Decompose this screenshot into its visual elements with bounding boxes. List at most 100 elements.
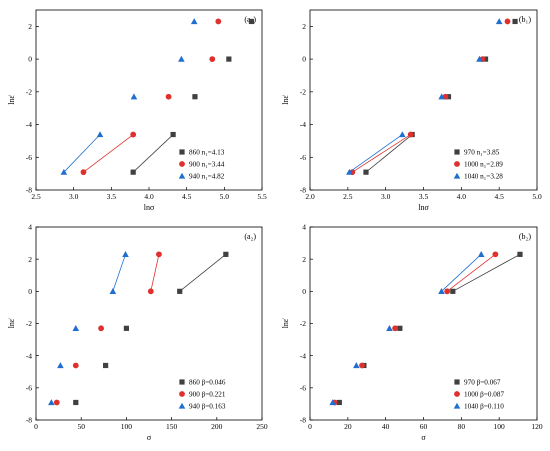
y-tick-label: -8 xyxy=(26,416,32,425)
y-axis-title: lnε̇ xyxy=(7,94,16,105)
legend-entry: 900 n₁=3.44 xyxy=(189,161,225,169)
x-tick-label: 2.5 xyxy=(343,192,353,201)
x-tick-label: 200 xyxy=(211,422,223,431)
data-point xyxy=(512,18,518,25)
x-tick-label: 0 xyxy=(34,422,38,431)
x-axis-title: σ xyxy=(147,433,152,442)
data-point xyxy=(445,94,452,100)
y-tick-label: 2 xyxy=(302,255,306,264)
data-point xyxy=(109,288,117,294)
x-tick-label: 4.5 xyxy=(494,192,504,201)
y-axis-title: lnε̇ xyxy=(281,318,290,329)
x-tick-label: 2.0 xyxy=(305,192,315,201)
data-point xyxy=(177,288,183,294)
y-tick-label: -4 xyxy=(26,120,32,129)
data-point xyxy=(123,325,129,331)
data-point xyxy=(346,168,353,175)
y-tick-label: -2 xyxy=(300,87,306,96)
x-tick-label: 80 xyxy=(458,422,466,431)
data-point xyxy=(130,93,138,100)
data-point xyxy=(336,399,342,406)
x-tick-label: 120 xyxy=(531,422,543,431)
y-tick-label: -2 xyxy=(26,319,32,328)
data-point xyxy=(495,18,503,25)
data-point xyxy=(329,399,336,406)
x-axis-title: lnσ xyxy=(418,203,429,212)
panel-a1: 2.53.03.54.04.55.05.5-8-6-4-202lnσlnε̇(a… xyxy=(7,9,267,212)
x-tick-label: 100 xyxy=(494,422,506,431)
data-point xyxy=(165,93,172,100)
panel-a2: 0 50 100 150 200 250 -8 -6 -4 -2 0 2 4 σ lnε̇ (a₂) 860 β… xyxy=(7,223,268,442)
legend-entry: 1040 n₁=3.28 xyxy=(464,173,503,181)
legend-marker xyxy=(453,402,461,409)
legend: 970 n₁=3.85 1000 n₁=2.89 1040 n₁=3.28 xyxy=(453,149,503,181)
legend-marker xyxy=(454,391,460,397)
legend-entry: 940 β=0.163 xyxy=(189,403,226,411)
fit-line xyxy=(83,134,134,173)
x-tick-label: 40 xyxy=(382,422,390,431)
y-tick-label: -2 xyxy=(300,319,306,328)
y-axis-title: lnε̇ xyxy=(7,318,16,329)
y-tick-label: 4 xyxy=(28,223,32,232)
fit-line xyxy=(179,254,227,292)
data-point xyxy=(399,131,406,138)
legend-marker xyxy=(179,149,185,155)
data-point xyxy=(130,131,137,138)
data-point xyxy=(178,55,185,62)
x-tick-label: 3.5 xyxy=(419,192,429,201)
data-point xyxy=(492,251,499,258)
legend-entry: 970 β=0.067 xyxy=(464,379,501,387)
panel-label: (b₁) xyxy=(519,15,531,24)
series-1 xyxy=(331,251,499,406)
legend-marker xyxy=(454,149,460,155)
x-axis-title: lnσ xyxy=(144,203,155,212)
data-point xyxy=(407,131,414,138)
legend-marker xyxy=(178,402,186,409)
legend-entry: 1040 β=0.110 xyxy=(464,403,504,411)
y-tick-label: -4 xyxy=(300,120,306,129)
data-point xyxy=(359,362,365,369)
legend-marker xyxy=(453,172,461,179)
legend-marker xyxy=(179,391,185,397)
data-point xyxy=(438,93,445,100)
legend-marker xyxy=(179,161,185,167)
plot-frame xyxy=(309,9,538,191)
data-point xyxy=(122,251,129,257)
data-point xyxy=(103,362,109,369)
y-tick-label: 0 xyxy=(28,287,32,296)
data-point xyxy=(80,169,87,176)
y-tick-label: -2 xyxy=(26,87,32,96)
panel-label: (b₂) xyxy=(519,232,531,241)
data-point xyxy=(248,18,255,25)
data-point xyxy=(48,399,55,406)
panel-label: (a₂) xyxy=(244,232,256,241)
panel-b2: 0 20 40 60 80 100 120 -8 -6 -4 -2 0 2 4 σ lnε̇ (b₂) 970 β… xyxy=(281,223,543,442)
data-point xyxy=(190,18,198,25)
y-tick-label: -4 xyxy=(300,351,306,360)
fit-line xyxy=(365,134,413,173)
data-point xyxy=(98,325,104,332)
y-tick-label: 2 xyxy=(28,255,32,264)
fit-line xyxy=(352,134,411,173)
y-tick-label: 0 xyxy=(28,55,32,64)
data-point xyxy=(215,18,222,25)
fit-line xyxy=(441,254,482,292)
legend-marker xyxy=(454,161,460,167)
legend: 860 β=0.046 900 β=0.221 940 β=0.163 xyxy=(178,379,226,411)
fit-line xyxy=(63,134,101,173)
series-1 xyxy=(53,251,162,406)
data-point xyxy=(477,251,485,257)
data-point xyxy=(353,362,360,369)
x-tick-label: 60 xyxy=(420,422,428,431)
x-tick-label: 150 xyxy=(166,422,178,431)
data-point xyxy=(60,168,68,175)
data-point xyxy=(450,288,456,294)
data-point xyxy=(73,399,79,406)
data-point xyxy=(517,251,523,257)
data-point xyxy=(130,169,136,175)
x-tick-label: 0 xyxy=(308,422,312,431)
data-point xyxy=(386,325,393,331)
data-point xyxy=(147,288,154,295)
legend-entry: 1000 n₁=2.89 xyxy=(464,161,503,169)
